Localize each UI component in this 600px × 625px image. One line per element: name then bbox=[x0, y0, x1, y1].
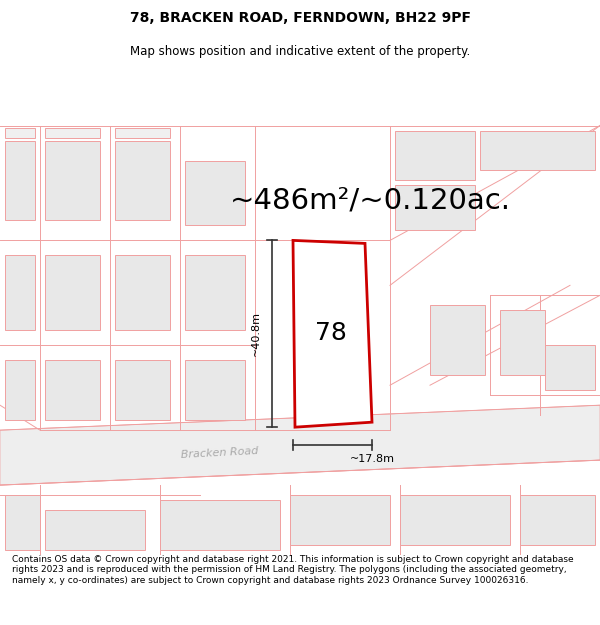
Bar bbox=[5, 360, 35, 420]
Bar bbox=[115, 141, 170, 221]
Text: 78: 78 bbox=[316, 321, 347, 345]
Bar bbox=[500, 310, 545, 375]
Bar bbox=[400, 495, 510, 545]
Bar bbox=[115, 127, 170, 138]
Bar bbox=[185, 360, 245, 420]
Text: 78, BRACKEN ROAD, FERNDOWN, BH22 9PF: 78, BRACKEN ROAD, FERNDOWN, BH22 9PF bbox=[130, 11, 470, 26]
Bar bbox=[115, 256, 170, 330]
Text: Bracken Road: Bracken Road bbox=[181, 446, 259, 460]
Bar bbox=[5, 495, 40, 550]
Text: Contains OS data © Crown copyright and database right 2021. This information is : Contains OS data © Crown copyright and d… bbox=[12, 555, 574, 585]
Bar bbox=[115, 360, 170, 420]
Polygon shape bbox=[293, 241, 372, 427]
Text: ~40.8m: ~40.8m bbox=[251, 311, 261, 356]
Bar bbox=[480, 131, 595, 171]
Bar bbox=[45, 510, 145, 550]
Bar bbox=[290, 495, 390, 545]
Bar bbox=[45, 127, 100, 138]
Bar bbox=[5, 256, 35, 330]
Text: ~17.8m: ~17.8m bbox=[350, 454, 395, 464]
Bar bbox=[545, 345, 595, 390]
Bar bbox=[160, 500, 280, 550]
Bar bbox=[45, 256, 100, 330]
Bar bbox=[45, 141, 100, 221]
Bar bbox=[5, 141, 35, 221]
Bar bbox=[185, 161, 245, 226]
Bar bbox=[5, 127, 35, 138]
Text: ~486m²/~0.120ac.: ~486m²/~0.120ac. bbox=[229, 186, 511, 214]
Text: Map shows position and indicative extent of the property.: Map shows position and indicative extent… bbox=[130, 45, 470, 58]
Bar bbox=[395, 186, 475, 231]
Bar bbox=[395, 131, 475, 181]
Bar bbox=[430, 306, 485, 375]
Polygon shape bbox=[0, 405, 600, 485]
Bar bbox=[45, 360, 100, 420]
Bar bbox=[185, 256, 245, 330]
Bar bbox=[520, 495, 595, 545]
